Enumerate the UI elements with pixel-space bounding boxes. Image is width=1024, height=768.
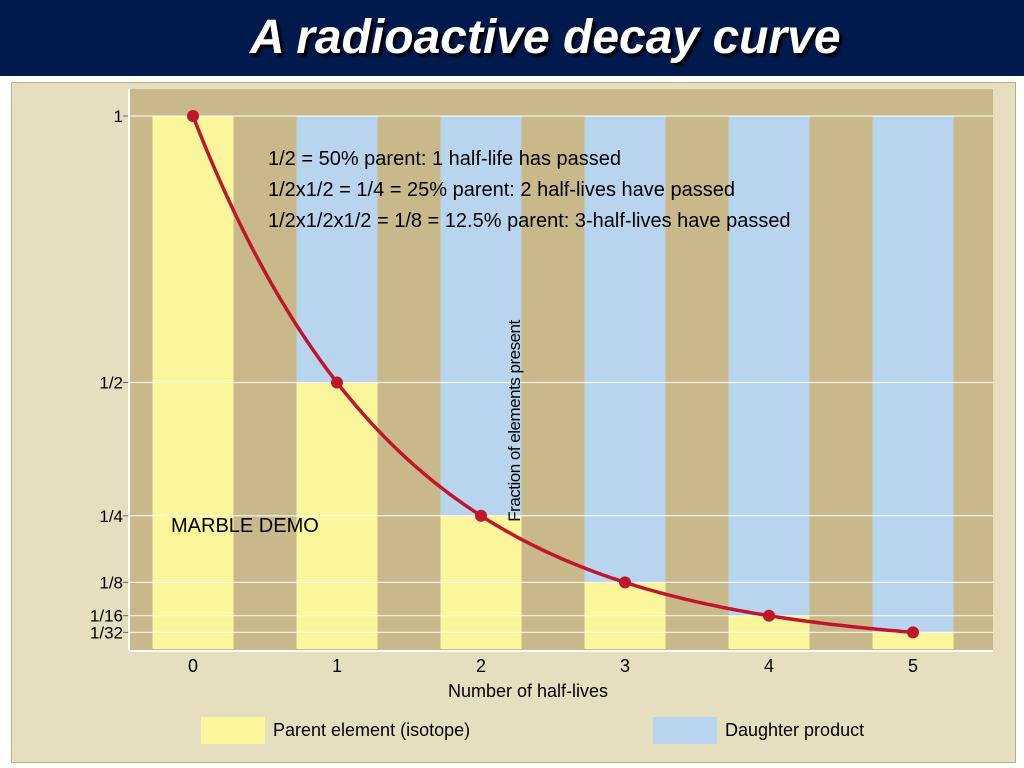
y-tick-label-0: 1: [114, 107, 123, 126]
annotation-line-1: 1/2 = 50% parent: 1 half-life has passed: [268, 148, 622, 170]
annotation-line-2: 1/2x1/2 = 1/4 = 25% parent: 2 half-lives…: [268, 179, 735, 201]
curve-point-3: [619, 576, 631, 589]
bar-daughter-3: [584, 116, 666, 583]
legend-swatch-parent: [201, 717, 265, 744]
bar-parent-5: [872, 632, 954, 649]
decay-curve-line: [191, 115, 914, 635]
y-tick-label-1: 1/2: [99, 374, 123, 393]
title-bar: A radioactive decay curve: [0, 0, 1024, 76]
legend-swatch-daughter: [653, 717, 717, 744]
curve-point-0: [187, 110, 199, 122]
x-tick-label-0: 0: [188, 656, 198, 676]
curve-point-1: [331, 376, 343, 389]
y-tick-label-3: 1/8: [99, 573, 123, 592]
x-tick-label-2: 2: [476, 656, 486, 676]
bar-daughter-5: [872, 116, 954, 633]
y-tick-label-5: 1/32: [90, 623, 123, 642]
bar-daughter-2: [440, 116, 522, 516]
x-tick-label-3: 3: [620, 656, 630, 676]
y-tick-label-4: 1/16: [90, 607, 123, 626]
y-tick-label-2: 1/4: [99, 507, 123, 526]
curve-point-2: [475, 509, 487, 522]
legend-label-daughter: Daughter product: [725, 720, 865, 740]
bar-daughter-1: [296, 116, 378, 383]
marble-demo-label: MARBLE DEMO: [171, 515, 319, 537]
bar-daughter-4: [728, 116, 810, 616]
curve-point-4: [763, 609, 775, 622]
y-axis-label: Fraction of elements present: [505, 320, 524, 522]
x-axis-label: Number of half-lives: [448, 681, 609, 701]
x-tick-label-1: 1: [332, 656, 342, 676]
annotation-line-3: 1/2x1/2x1/2 = 1/8 = 12.5% parent: 3-half…: [268, 210, 791, 232]
x-tick-label-5: 5: [908, 656, 918, 676]
annotation-block: 1/2 = 50% parent: 1 half-life has passed…: [268, 144, 791, 237]
legend-label-parent: Parent element (isotope): [273, 720, 471, 740]
page-title: A radioactive decay curve: [250, 11, 841, 64]
curve-point-5: [907, 626, 919, 639]
x-tick-label-4: 4: [764, 656, 774, 676]
